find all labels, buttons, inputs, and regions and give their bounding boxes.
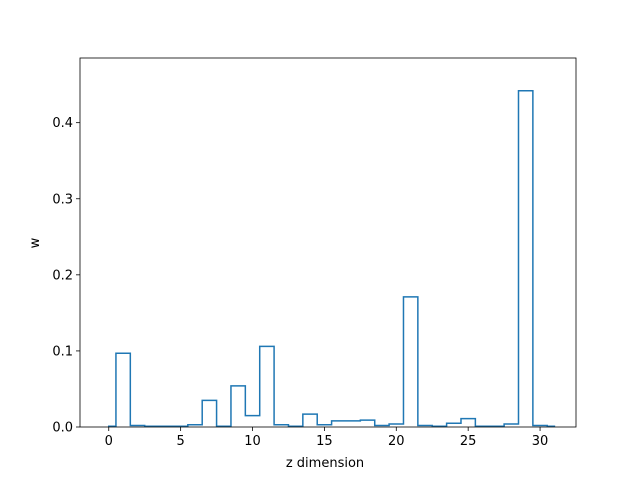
x-tick-label: 0 — [105, 434, 113, 449]
y-tick-label: 0.4 — [52, 116, 73, 131]
y-tick-label: 0.1 — [52, 344, 73, 359]
y-axis: 0.0 0.1 0.2 0.3 0.4 — [52, 116, 80, 436]
histogram-bin — [346, 421, 360, 427]
x-tick-label: 5 — [176, 434, 184, 449]
axes-frame — [79, 57, 577, 428]
histogram-bin — [332, 421, 346, 427]
x-axis-label: z dimension — [286, 456, 364, 471]
y-tick-label: 0.3 — [52, 192, 73, 207]
y-tick-label: 0.0 — [52, 421, 73, 436]
x-tick-label: 20 — [388, 434, 405, 449]
plot-area — [79, 57, 577, 428]
x-tick-label: 15 — [316, 434, 333, 449]
histogram-bin — [461, 419, 475, 427]
histogram-bin — [403, 297, 417, 427]
histogram-bin — [518, 91, 532, 427]
histogram-series-line — [108, 89, 556, 427]
histogram-bin — [504, 424, 518, 427]
histogram-bin — [231, 386, 245, 427]
histogram-bin — [360, 420, 374, 427]
histogram-bin — [447, 423, 461, 427]
y-tick-label: 0.2 — [52, 268, 73, 283]
histogram-bin — [116, 353, 130, 427]
x-axis: 0 5 10 15 20 25 30 — [105, 427, 549, 449]
histogram-bin — [202, 400, 216, 427]
x-tick-label: 10 — [244, 434, 261, 449]
x-tick-label: 30 — [532, 434, 549, 449]
histogram-bin — [389, 424, 403, 427]
x-tick-label: 25 — [460, 434, 477, 449]
y-axis-label: w — [28, 237, 43, 248]
histogram-bin — [245, 416, 259, 427]
histogram-bin — [303, 414, 317, 427]
histogram-bin — [260, 346, 274, 427]
